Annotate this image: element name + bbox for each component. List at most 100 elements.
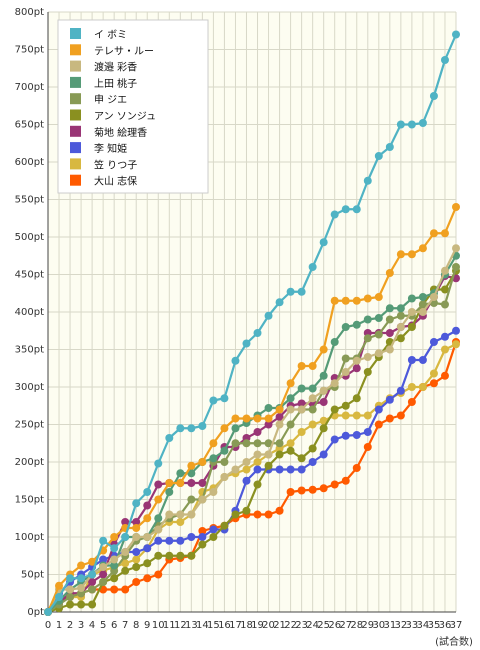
data-point bbox=[198, 540, 207, 549]
data-point bbox=[418, 293, 427, 301]
y-tick-label: 100pt bbox=[15, 532, 44, 543]
data-point bbox=[385, 414, 394, 423]
data-point bbox=[385, 143, 394, 151]
data-point bbox=[165, 479, 174, 487]
data-point bbox=[99, 578, 108, 586]
data-point bbox=[319, 345, 328, 354]
data-point bbox=[374, 152, 383, 160]
data-point bbox=[319, 238, 328, 247]
data-point bbox=[275, 405, 284, 414]
data-point bbox=[253, 458, 262, 466]
data-point bbox=[297, 384, 306, 393]
data-point bbox=[231, 356, 240, 365]
data-point bbox=[396, 411, 405, 420]
data-point bbox=[297, 362, 306, 370]
data-point bbox=[407, 294, 416, 303]
data-point bbox=[308, 485, 317, 494]
x-tick-label: 3 bbox=[78, 620, 84, 631]
data-point bbox=[132, 533, 141, 541]
data-point bbox=[330, 338, 339, 346]
y-tick-label: 600pt bbox=[15, 157, 44, 168]
data-point bbox=[253, 428, 262, 436]
data-point bbox=[187, 533, 196, 541]
data-point bbox=[341, 296, 350, 305]
data-point bbox=[352, 356, 361, 365]
legend-label: 上田 桃子 bbox=[94, 77, 137, 90]
data-point bbox=[143, 533, 152, 541]
data-point bbox=[308, 394, 317, 403]
data-point bbox=[154, 495, 163, 504]
data-point bbox=[132, 524, 141, 532]
data-point bbox=[77, 561, 86, 570]
data-point bbox=[165, 536, 174, 545]
x-tick-label: 10 bbox=[152, 620, 165, 631]
data-point bbox=[396, 386, 405, 395]
data-point bbox=[132, 555, 141, 564]
data-point bbox=[385, 345, 394, 354]
data-point bbox=[319, 484, 328, 493]
data-point bbox=[88, 578, 97, 586]
data-point bbox=[209, 454, 218, 463]
data-point bbox=[452, 340, 460, 349]
data-point bbox=[396, 120, 405, 129]
data-point bbox=[121, 559, 130, 568]
data-point bbox=[407, 250, 416, 259]
legend-swatch bbox=[70, 76, 81, 88]
data-point bbox=[143, 544, 152, 553]
data-point bbox=[143, 501, 152, 510]
data-point bbox=[264, 510, 273, 519]
data-point bbox=[341, 476, 350, 485]
x-tick-label: 15 bbox=[207, 620, 220, 631]
data-point bbox=[396, 250, 405, 259]
data-point bbox=[352, 394, 361, 403]
data-point bbox=[286, 287, 295, 296]
data-point bbox=[418, 308, 427, 316]
data-point bbox=[363, 294, 372, 303]
data-point bbox=[55, 593, 64, 601]
data-point bbox=[363, 353, 372, 361]
data-point bbox=[363, 411, 372, 420]
data-point bbox=[440, 266, 449, 275]
x-tick-label: 23 bbox=[295, 620, 308, 631]
data-point bbox=[121, 518, 130, 526]
data-point bbox=[154, 480, 163, 489]
x-tick-label: 19 bbox=[251, 620, 264, 631]
data-point bbox=[297, 287, 306, 296]
data-point bbox=[275, 439, 284, 448]
data-point bbox=[209, 396, 218, 405]
legend-label: アン ソンジュ bbox=[94, 112, 156, 123]
data-point bbox=[341, 354, 350, 363]
x-tick-label: 30 bbox=[372, 620, 385, 631]
legend-label: 菊地 絵理香 bbox=[94, 126, 147, 139]
data-point bbox=[209, 533, 218, 541]
x-tick-label: 5 bbox=[100, 620, 106, 631]
data-point bbox=[363, 428, 372, 436]
data-point bbox=[132, 499, 141, 508]
data-point bbox=[385, 315, 394, 324]
data-point bbox=[418, 383, 427, 391]
y-tick-label: 50pt bbox=[21, 570, 44, 581]
data-point bbox=[231, 439, 240, 448]
data-point bbox=[264, 414, 273, 423]
x-tick-label: 22 bbox=[284, 620, 297, 631]
x-tick-label: 8 bbox=[133, 620, 139, 631]
data-point bbox=[121, 533, 130, 541]
data-point bbox=[187, 510, 196, 519]
data-point bbox=[275, 465, 284, 474]
legend-label: 申 ジエ bbox=[94, 93, 127, 106]
data-point bbox=[187, 479, 196, 487]
data-point bbox=[110, 574, 119, 583]
data-point bbox=[440, 229, 449, 238]
data-point bbox=[110, 533, 119, 541]
data-point bbox=[154, 525, 163, 534]
axes: 0pt 50pt 100pt 150pt 200pt 250pt 300pt 350pt 400… bbox=[15, 7, 473, 648]
x-tick-label: 1 bbox=[56, 620, 62, 631]
data-point bbox=[209, 439, 218, 448]
data-point bbox=[286, 379, 295, 388]
data-point bbox=[275, 450, 284, 459]
data-point bbox=[352, 464, 361, 472]
data-point bbox=[88, 585, 97, 594]
data-point bbox=[198, 527, 207, 535]
data-point bbox=[308, 405, 317, 414]
data-point bbox=[264, 311, 273, 320]
